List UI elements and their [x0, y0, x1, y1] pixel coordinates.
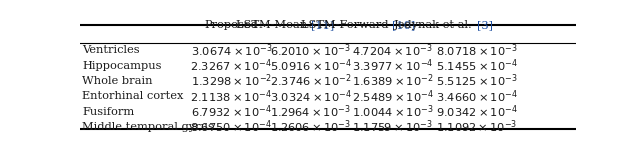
- Text: $1.1092 \times 10^{-3}$: $1.1092 \times 10^{-3}$: [436, 119, 517, 135]
- Text: LSTM-Mean: LSTM-Mean: [236, 20, 310, 30]
- Text: $1.2964 \times 10^{-3}$: $1.2964 \times 10^{-3}$: [270, 103, 351, 120]
- Text: [11]: [11]: [310, 20, 334, 30]
- Text: $8.6750 \times 10^{-4}$: $8.6750 \times 10^{-4}$: [191, 119, 272, 135]
- Text: Middle temporal gyrus: Middle temporal gyrus: [83, 122, 214, 132]
- Text: $1.2606 \times 10^{-3}$: $1.2606 \times 10^{-3}$: [270, 119, 351, 135]
- Text: Hippocampus: Hippocampus: [83, 61, 162, 71]
- Text: $2.1138 \times 10^{-4}$: $2.1138 \times 10^{-4}$: [191, 88, 272, 105]
- Text: $2.3746 \times 10^{-2}$: $2.3746 \times 10^{-2}$: [270, 73, 351, 89]
- Text: $3.0324 \times 10^{-4}$: $3.0324 \times 10^{-4}$: [270, 88, 351, 105]
- Text: Whole brain: Whole brain: [83, 76, 153, 86]
- Text: $3.4660 \times 10^{-4}$: $3.4660 \times 10^{-4}$: [436, 88, 518, 105]
- Text: $5.0916 \times 10^{-4}$: $5.0916 \times 10^{-4}$: [270, 57, 351, 74]
- Text: LSTM-Forward: LSTM-Forward: [301, 20, 392, 30]
- Text: $5.5125 \times 10^{-3}$: $5.5125 \times 10^{-3}$: [436, 73, 518, 89]
- Text: $9.0342 \times 10^{-4}$: $9.0342 \times 10^{-4}$: [436, 103, 518, 120]
- Text: $2.5489 \times 10^{-4}$: $2.5489 \times 10^{-4}$: [351, 88, 433, 105]
- Text: [10]: [10]: [392, 20, 416, 30]
- Text: $5.1455 \times 10^{-4}$: $5.1455 \times 10^{-4}$: [436, 57, 518, 74]
- Text: $1.0044 \times 10^{-3}$: $1.0044 \times 10^{-3}$: [352, 103, 433, 120]
- Text: $6.7932 \times 10^{-4}$: $6.7932 \times 10^{-4}$: [191, 103, 271, 120]
- Text: $1.1759 \times 10^{-3}$: $1.1759 \times 10^{-3}$: [352, 119, 433, 135]
- Text: $8.0718 \times 10^{-3}$: $8.0718 \times 10^{-3}$: [436, 42, 518, 59]
- Text: Jedynak et al.: Jedynak et al.: [394, 20, 477, 30]
- Text: Entorhinal cortex: Entorhinal cortex: [83, 91, 184, 101]
- Text: $3.3977 \times 10^{-4}$: $3.3977 \times 10^{-4}$: [352, 57, 433, 74]
- Text: $2.3267 \times 10^{-4}$: $2.3267 \times 10^{-4}$: [191, 57, 272, 74]
- Text: $1.3298 \times 10^{-2}$: $1.3298 \times 10^{-2}$: [191, 73, 272, 89]
- Text: $4.7204 \times 10^{-3}$: $4.7204 \times 10^{-3}$: [352, 42, 433, 59]
- Text: $6.2010 \times 10^{-3}$: $6.2010 \times 10^{-3}$: [270, 42, 351, 59]
- Text: Ventricles: Ventricles: [83, 45, 140, 55]
- Text: Fusiform: Fusiform: [83, 107, 135, 117]
- Text: [3]: [3]: [477, 20, 493, 30]
- Text: $3.0674 \times 10^{-3}$: $3.0674 \times 10^{-3}$: [191, 42, 272, 59]
- Text: Proposed: Proposed: [204, 20, 258, 30]
- Text: $1.6389 \times 10^{-2}$: $1.6389 \times 10^{-2}$: [352, 73, 433, 89]
